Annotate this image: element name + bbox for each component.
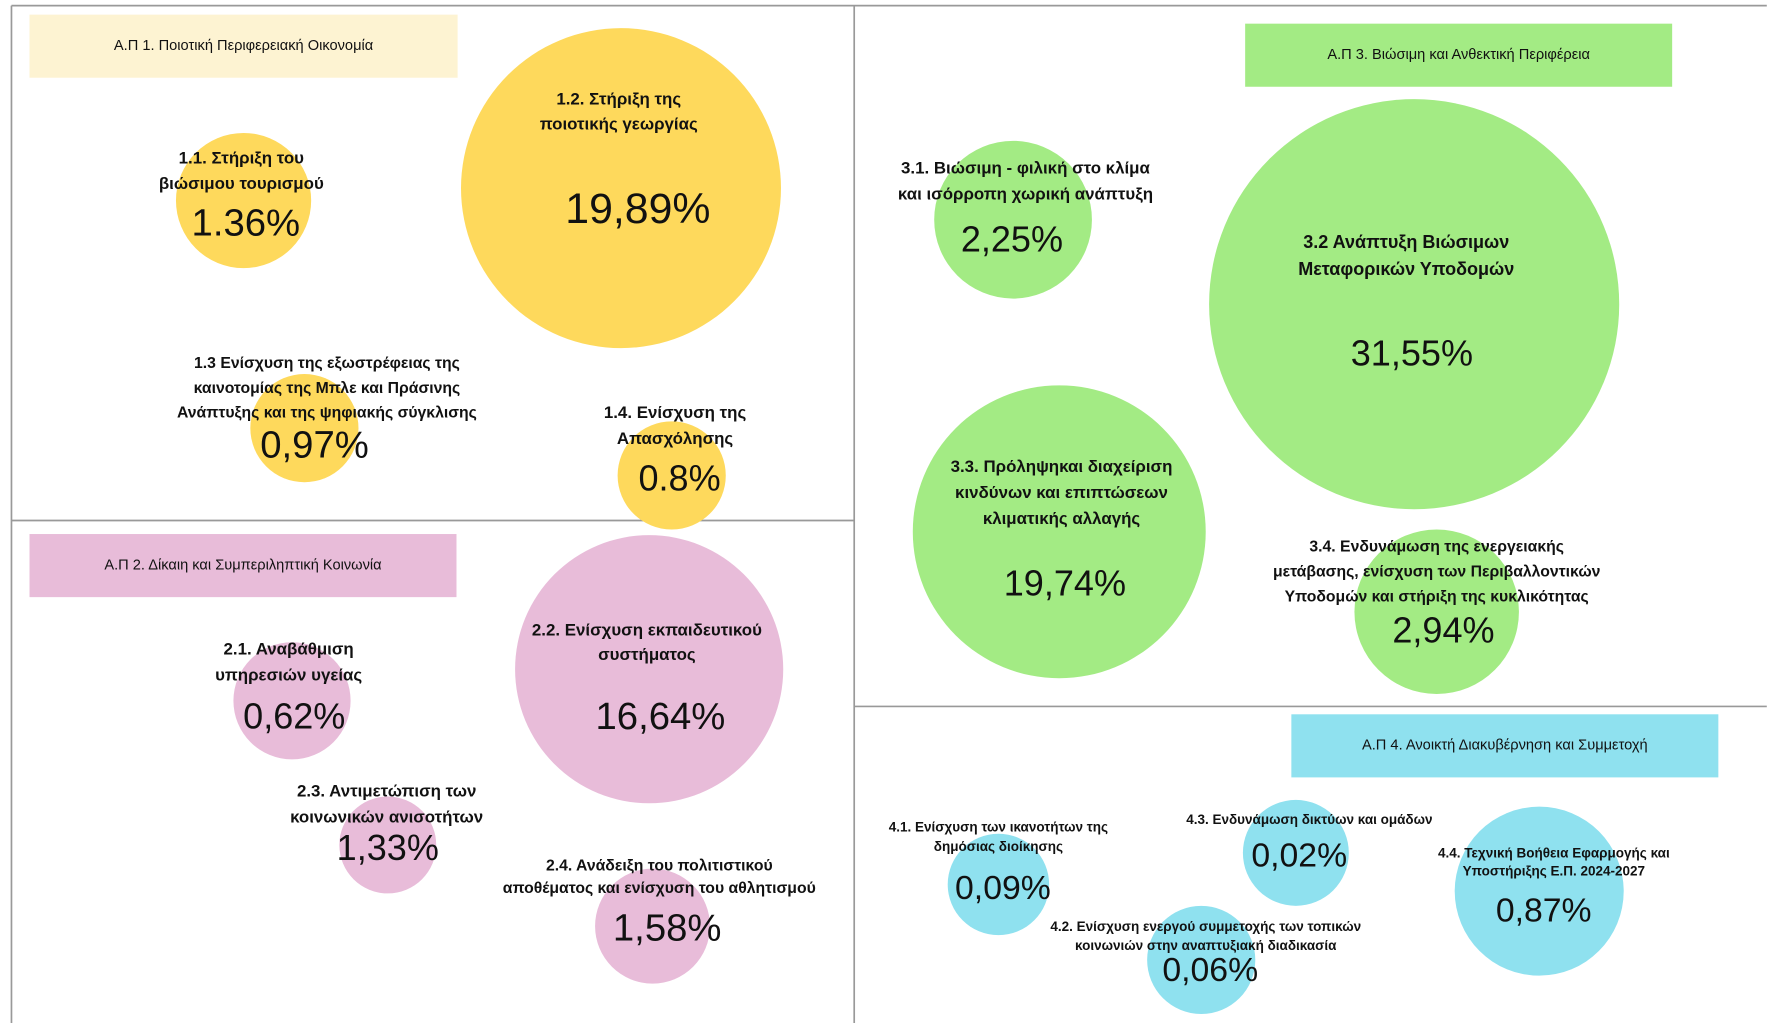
- panel-header: Α.Π 4. Ανοικτή Διακυβέρνηση και Συμμετοχ…: [1362, 738, 1648, 754]
- bubble-value: 19,89%: [565, 185, 710, 233]
- bubble: [515, 535, 784, 804]
- bubble-label: 3.3. Πρόληψηκαι διαχείριση: [951, 457, 1173, 476]
- bubble-value: 0,62%: [243, 695, 345, 736]
- bubble: [339, 796, 437, 894]
- bubble: [617, 421, 726, 530]
- bubble-label: 3.1. Βιώσιμη - φιλική στο κλίμα: [901, 158, 1150, 177]
- bubble-label: 4.2. Ενίσχυση ενεργού συμμετοχής των τοπ…: [1050, 919, 1361, 934]
- content: Α.Π 1. Ποιοτική Περιφερειακή Οικονομία 1.…: [29, 14, 1719, 1014]
- bubble-value: 0,09%: [955, 869, 1051, 907]
- bubble-label: Μεταφορικών Υποδομών: [1298, 259, 1514, 279]
- bubble-value: 1,58%: [613, 907, 722, 950]
- bubble-label: 1.2. Στήριξη της: [556, 90, 681, 109]
- bubble-label: 1.1. Στήριξη του: [179, 148, 305, 167]
- bubble-label: μετάβασης, ενίσχυση των Περιβαλλοντικών: [1273, 564, 1601, 581]
- bubble-label: 3.4. Ενδυνάμωση της ενεργειακής: [1309, 539, 1564, 556]
- bubble-value: 0,87%: [1496, 892, 1592, 930]
- bubble-value: 1,33%: [337, 827, 439, 868]
- bubble: [233, 642, 351, 760]
- bubble-label: κλιματικής αλλαγής: [983, 509, 1141, 528]
- bubble-value: 1.36%: [192, 201, 301, 244]
- bubble-label: 3.2 Ανάπτυξη Βιώσιμων: [1303, 232, 1509, 253]
- bubble-label: 2.3. Αντιμετώπιση των: [297, 782, 476, 801]
- bubble-label: 4.4. Τεχνική Βοήθεια Εφαρμογής και: [1438, 846, 1670, 861]
- bubble-value: 0,97%: [260, 423, 369, 466]
- bubble: [1209, 99, 1620, 510]
- bubble-label: Υποδομών και στήριξη της κυκλικότητας: [1285, 588, 1589, 605]
- bubble-label: 2.1. Αναβάθμιση: [224, 640, 354, 659]
- panel-header-box: [1291, 714, 1719, 778]
- panel-header: Α.Π 2. Δίκαιη και Συμπεριληπτική Κοινωνί…: [104, 557, 382, 573]
- panel-header-box: [29, 534, 457, 598]
- bubble-label: 2.4. Ανάδειξη του πολιτιστικού: [546, 858, 773, 875]
- panel-header-box: [1245, 23, 1673, 87]
- bubble-label: 1.4. Ενίσχυση της: [604, 403, 747, 422]
- bubble-label: Υποστήριξης Ε.Π. 2024-2027: [1463, 864, 1645, 879]
- bubble-label: Ανάπτυξης και της ψηφιακής σύγκλισης: [177, 405, 477, 422]
- bubble-value: 19,74%: [1004, 562, 1126, 603]
- bubble-value: 31,55%: [1351, 333, 1473, 374]
- bubble-value: 0.8%: [638, 458, 720, 499]
- bubble-value: 2,25%: [961, 219, 1063, 260]
- bubble-label: κινδύνων και επιπτώσεων: [955, 483, 1168, 502]
- bubble-label: αποθέματος και ενίσχυση του αθλητισμού: [503, 880, 816, 897]
- bubble: [934, 140, 1092, 299]
- bubble-label: δημόσιας διοίκησης: [934, 839, 1063, 854]
- bubble-label: συστήματος: [598, 645, 696, 664]
- panel-header: Α.Π 1. Ποιοτική Περιφερειακή Οικονομία: [114, 38, 374, 54]
- bubble: [175, 132, 312, 269]
- bubble: [595, 868, 710, 984]
- bubble-value: 2,94%: [1392, 610, 1494, 651]
- bubble: [1354, 529, 1519, 695]
- bubble-label: καινοτομίας της Μπλε και Πράσινης: [194, 380, 461, 397]
- bubble-value: 0,06%: [1162, 951, 1258, 989]
- bubble: [912, 385, 1206, 679]
- bubble-label: 2.2. Ενίσχυση εκπαιδευτικού: [532, 620, 762, 639]
- bubble: [1147, 905, 1256, 1014]
- bubble: [947, 833, 1050, 936]
- bubble-label: 4.3. Ενδυνάμωση δικτύων και ομάδων: [1186, 812, 1432, 827]
- bubble: [1242, 799, 1349, 906]
- bubble-label: και ισόρροπη χωρική ανάπτυξη: [898, 184, 1153, 203]
- bubble-label: ποιοτικής γεωργίας: [540, 115, 698, 134]
- bubble: [250, 374, 359, 483]
- bubble: [1454, 806, 1624, 976]
- bubble-label: κοινωνιών στην αναπτυξιακή διαδικασία: [1075, 938, 1337, 953]
- bubble-label: κοινωνικών ανισοτήτων: [290, 807, 483, 826]
- panel-header-box: [29, 14, 458, 78]
- bubble-label: βιώσιμου τουρισμού: [159, 174, 324, 193]
- bubble-label: υπηρεσιών υγείας: [215, 665, 362, 684]
- bubble: [461, 28, 781, 349]
- bubble-label: 4.1. Ενίσχυση των ικανοτήτων της: [889, 820, 1108, 835]
- panel-header: Α.Π 3. Βιώσιμη και Ανθεκτική Περιφέρεια: [1327, 47, 1590, 63]
- bubble-value: 0,02%: [1251, 836, 1347, 874]
- bubble-value: 16,64%: [595, 695, 725, 738]
- bubble-label: Απασχόλησης: [617, 429, 734, 448]
- bubble-label: 1.3 Ενίσχυση της εξωστρέφειας της: [194, 355, 460, 372]
